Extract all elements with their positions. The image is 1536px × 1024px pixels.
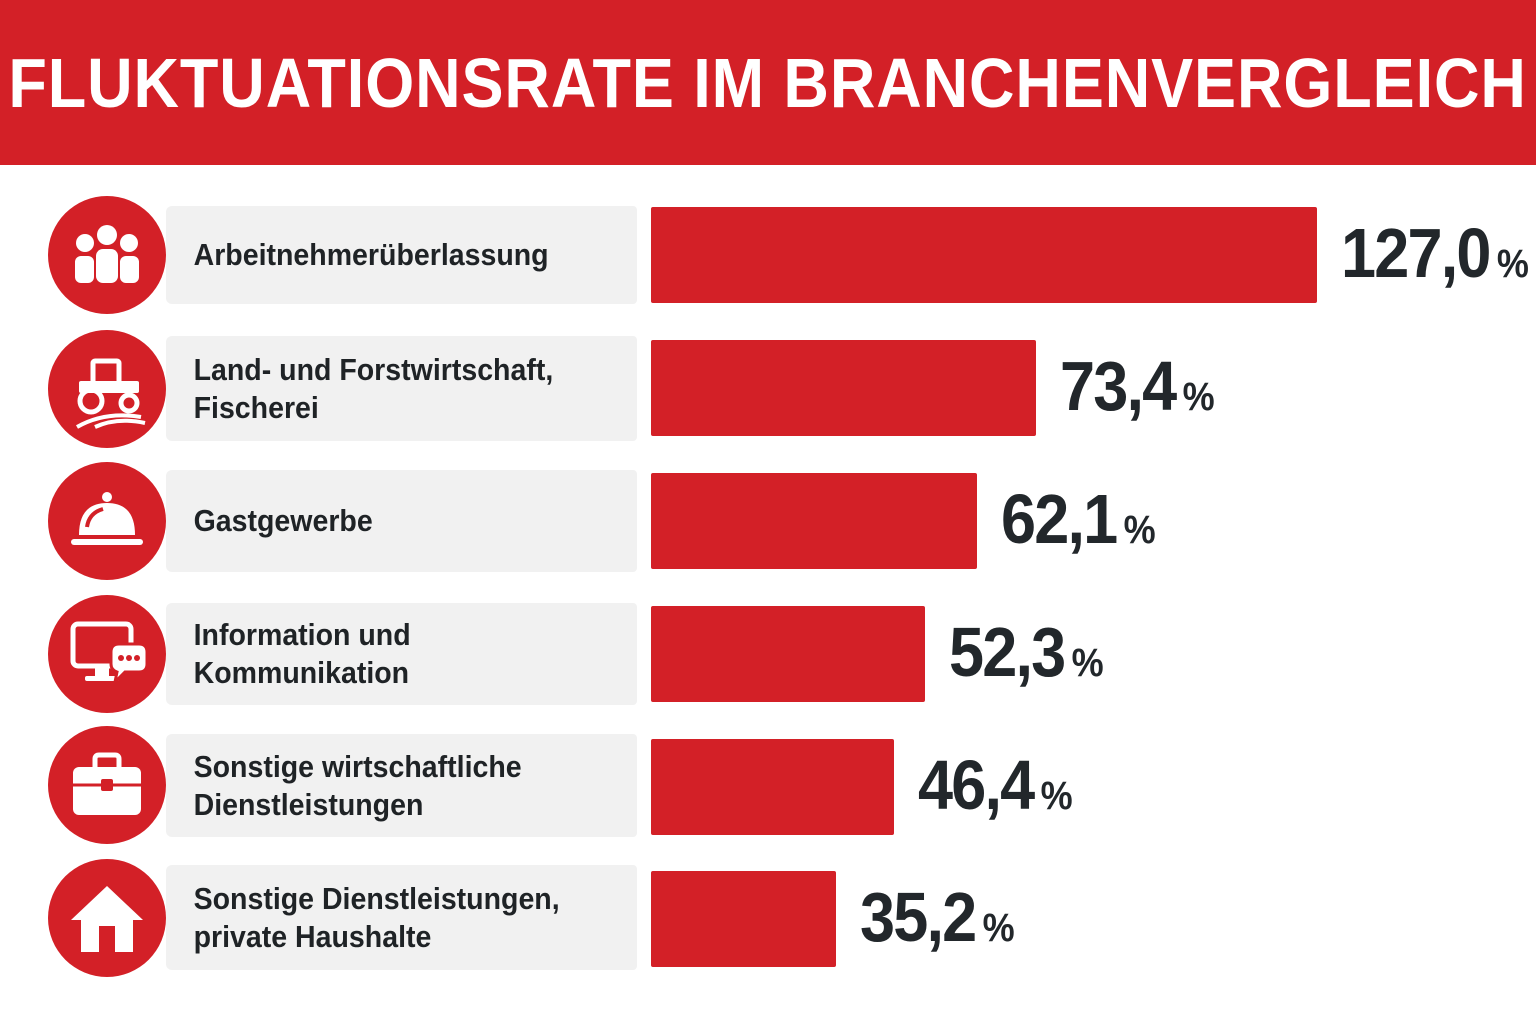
category-label-box: Information und Kommunikation xyxy=(166,603,637,705)
category-label: Sonstige wirtschaftliche Dienstleistunge… xyxy=(193,748,522,822)
cloche-icon xyxy=(71,492,143,545)
bar xyxy=(651,207,1317,303)
briefcase-icon xyxy=(73,752,141,815)
monitor-chat-icon xyxy=(70,621,149,687)
category-label-box: Sonstige wirtschaftliche Dienstleistunge… xyxy=(166,734,637,837)
category-label-box: Gastgewerbe xyxy=(166,470,637,572)
value-number: 35,2 xyxy=(860,878,977,956)
category-label: Land- und Forstwirtschaft, Fischerei xyxy=(193,351,554,425)
bar xyxy=(651,473,977,569)
value-label: 46,4% xyxy=(918,745,1073,825)
value-number: 52,3 xyxy=(949,613,1066,691)
value-label: 62,1% xyxy=(1001,479,1156,559)
category-label: Information und Kommunikation xyxy=(193,617,411,690)
category-icon-circle xyxy=(48,462,166,580)
value-unit: % xyxy=(1040,774,1073,818)
value-number: 73,4 xyxy=(1060,347,1177,425)
category-label: Gastgewerbe xyxy=(193,503,373,538)
category-label-box: Sonstige Dienstleistungen, private Haush… xyxy=(166,865,637,970)
bar xyxy=(651,340,1036,436)
value-unit: % xyxy=(1496,242,1529,286)
value-unit: % xyxy=(1071,641,1104,685)
category-icon-circle xyxy=(48,595,166,713)
bar xyxy=(651,606,925,702)
value-label: 35,2% xyxy=(860,877,1015,957)
bar xyxy=(651,871,836,967)
value-number: 62,1 xyxy=(1001,480,1118,558)
value-label: 73,4% xyxy=(1060,346,1215,426)
tractor-icon xyxy=(76,358,146,429)
value-unit: % xyxy=(982,906,1015,950)
category-label: Sonstige Dienstleistungen, private Haush… xyxy=(193,880,560,954)
house-icon xyxy=(71,886,143,952)
category-label-box: Land- und Forstwirtschaft, Fischerei xyxy=(166,336,637,441)
value-label: 52,3% xyxy=(949,612,1104,692)
value-number: 127,0 xyxy=(1341,214,1491,292)
category-icon-circle xyxy=(48,726,166,844)
category-icon-circle xyxy=(48,859,166,977)
value-label: 127,0% xyxy=(1341,213,1529,293)
value-unit: % xyxy=(1182,375,1215,419)
people-group-icon xyxy=(75,225,139,283)
category-icon-circle xyxy=(48,330,166,448)
title-banner: FLUKTUATIONSRATE IM BRANCHENVERGLEICH xyxy=(0,0,1536,165)
value-unit: % xyxy=(1123,508,1156,552)
bar xyxy=(651,739,894,835)
category-label-box: Arbeitnehmerüberlassung xyxy=(166,206,637,304)
value-number: 46,4 xyxy=(918,746,1035,824)
category-icon-circle xyxy=(48,196,166,314)
category-label: Arbeitnehmerüberlassung xyxy=(193,237,549,272)
chart-title: FLUKTUATIONSRATE IM BRANCHENVERGLEICH xyxy=(8,43,1528,122)
